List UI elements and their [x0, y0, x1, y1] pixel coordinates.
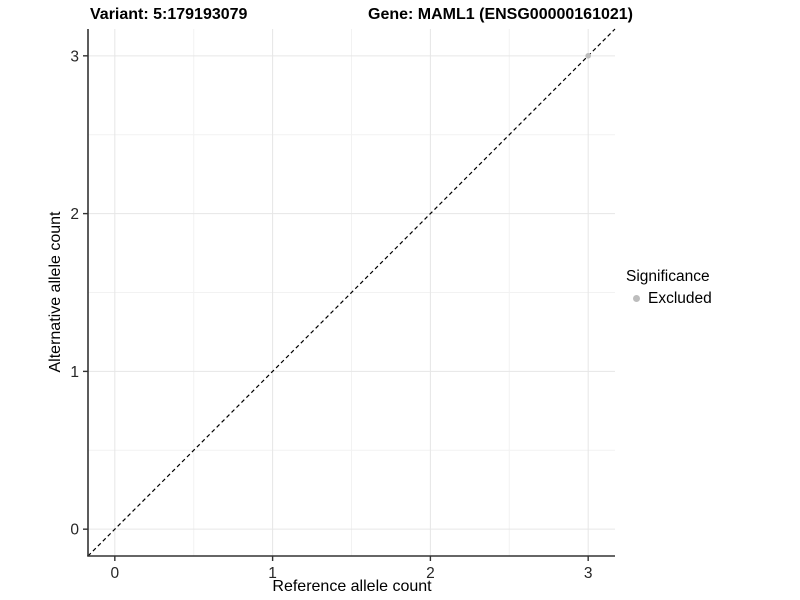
x-tick-label: 0	[111, 565, 120, 582]
legend-item-excluded: Excluded	[626, 289, 796, 308]
y-tick-label: 1	[70, 364, 79, 381]
y-tick-label: 0	[70, 522, 79, 539]
legend: Significance Excluded	[626, 267, 796, 308]
x-tick-label: 1	[268, 565, 277, 582]
y-tick-label: 2	[70, 206, 79, 223]
legend-title: Significance	[626, 268, 710, 285]
x-tick-label: 3	[584, 565, 593, 582]
x-axis-label: Reference allele count	[272, 578, 432, 595]
legend-item-label: Excluded	[648, 289, 712, 307]
plot-title-variant: Variant: 5:179193079	[90, 6, 248, 23]
x-tick-label: 2	[426, 565, 435, 582]
data-point-excluded	[585, 53, 591, 59]
plot-title-gene: Gene: MAML1 (ENSG00000161021)	[368, 6, 633, 23]
y-tick-label: 3	[70, 48, 79, 65]
identity-line	[87, 28, 616, 557]
excluded-point-icon	[633, 295, 640, 302]
y-axis-label: Alternative allele count	[47, 211, 64, 373]
